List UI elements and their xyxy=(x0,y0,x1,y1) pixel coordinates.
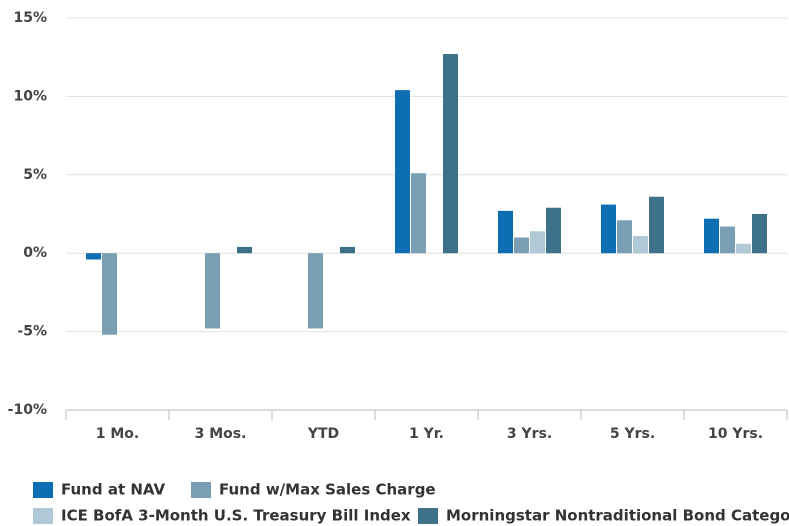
bar xyxy=(704,218,719,254)
legend-swatch xyxy=(191,482,211,498)
bar xyxy=(720,226,735,254)
y-tick-label: 15% xyxy=(13,10,47,26)
bar xyxy=(736,243,751,254)
bar xyxy=(498,210,513,254)
bar xyxy=(546,207,561,254)
legend-label: Fund at NAV xyxy=(61,481,165,499)
bar xyxy=(617,220,632,254)
legend-label: Fund w/Max Sales Charge xyxy=(219,481,436,499)
bar xyxy=(649,196,664,254)
bar xyxy=(514,237,529,254)
bar xyxy=(308,253,323,329)
x-tick-label: 10 Yrs. xyxy=(708,426,763,442)
bar xyxy=(102,253,117,335)
bar xyxy=(340,246,355,254)
y-tick-label: 5% xyxy=(23,167,47,183)
x-tick-label: 3 Mos. xyxy=(195,426,247,442)
bar xyxy=(395,90,410,254)
bar xyxy=(752,214,767,254)
x-tick-label: YTD xyxy=(307,426,339,442)
legend-label: ICE BofA 3-Month U.S. Treasury Bill Inde… xyxy=(61,507,411,525)
x-tick-label: 1 Mo. xyxy=(96,426,139,442)
bar xyxy=(633,235,648,254)
legend-label: Morningstar Nontraditional Bond Category xyxy=(446,507,789,525)
bar xyxy=(530,231,545,254)
bar xyxy=(411,173,426,254)
x-tick-label: 1 Yr. xyxy=(409,426,444,442)
x-tick-label: 5 Yrs. xyxy=(610,426,655,442)
legend-swatch xyxy=(33,482,53,498)
bar xyxy=(86,253,101,260)
legend-swatch xyxy=(418,508,438,524)
x-tick-label: 3 Yrs. xyxy=(507,426,552,442)
y-tick-label: 0% xyxy=(23,245,47,261)
bar xyxy=(205,253,220,329)
bar xyxy=(443,54,458,254)
y-tick-label: -10% xyxy=(8,402,47,418)
bar xyxy=(601,204,616,254)
bar xyxy=(237,246,252,254)
y-tick-label: -5% xyxy=(17,324,47,340)
y-tick-label: 10% xyxy=(13,88,47,104)
legend-swatch xyxy=(33,508,53,524)
